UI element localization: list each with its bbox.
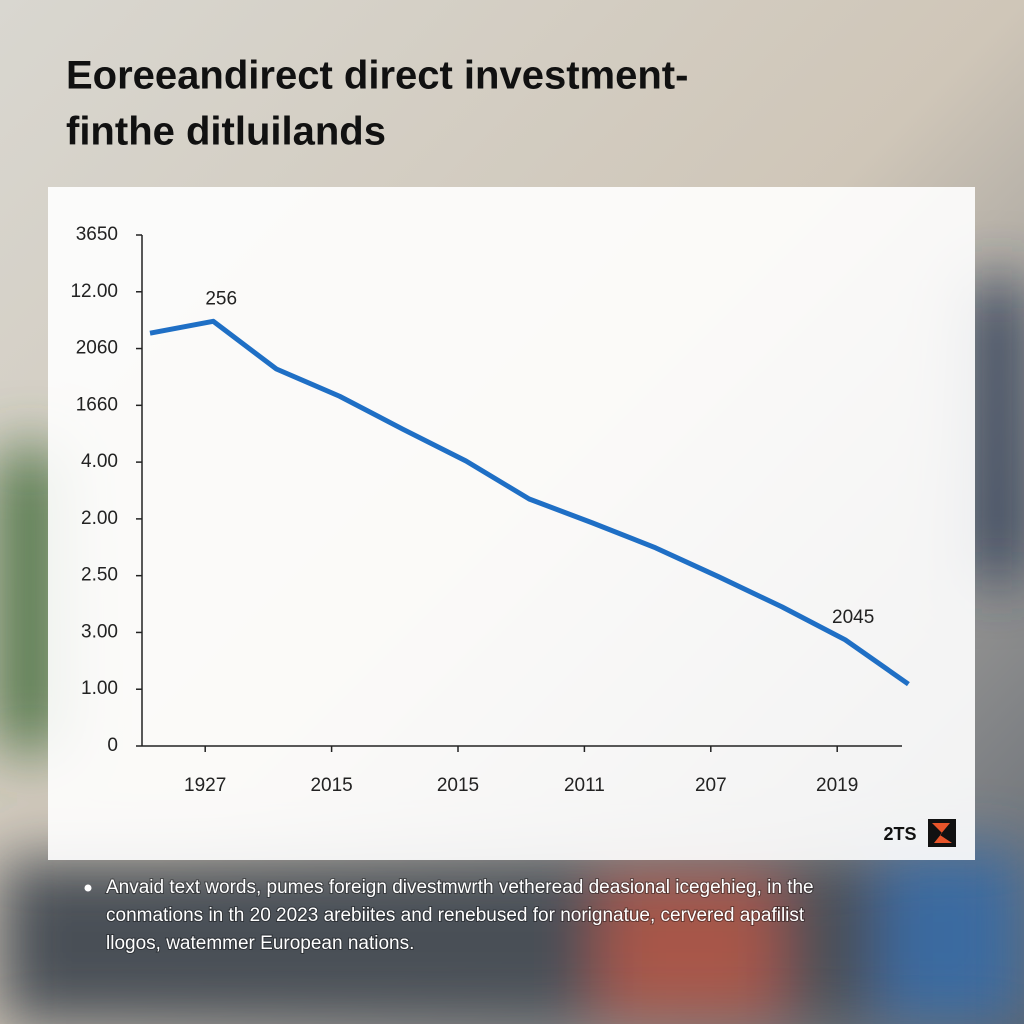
x-tick-label: 2019 bbox=[816, 775, 858, 796]
footnote: llogos, watemmer European nations. bbox=[106, 933, 414, 954]
footnote: Anvaid text words, pumes foreign divestm… bbox=[106, 877, 814, 898]
x-tick-label: 207 bbox=[695, 775, 727, 796]
y-tick-label: 1660 bbox=[76, 394, 118, 415]
bullet bbox=[84, 884, 92, 892]
annotation: 256 bbox=[205, 288, 237, 309]
y-tick-label: 2.00 bbox=[81, 508, 118, 529]
chart-title: Eoreeandirect direct investment- bbox=[66, 54, 688, 98]
y-tick-label: 2060 bbox=[76, 338, 118, 359]
y-tick-label: 4.00 bbox=[81, 451, 118, 472]
logo-text: 2TS bbox=[883, 824, 916, 844]
chart-card bbox=[48, 187, 975, 860]
x-tick-label: 2011 bbox=[564, 775, 605, 796]
chart: Eoreeandirect direct investment-finthe d… bbox=[66, 54, 956, 955]
chart-title: finthe ditluilands bbox=[66, 110, 386, 154]
x-tick-label: 1927 bbox=[184, 775, 226, 796]
annotation: 2045 bbox=[832, 607, 874, 628]
data-line bbox=[149, 318, 910, 687]
y-tick-label: 1.00 bbox=[81, 678, 118, 699]
y-tick-label: 12.00 bbox=[70, 281, 118, 302]
footnote: conmations in th 20 2023 arebiites and r… bbox=[106, 905, 805, 926]
y-tick-label: 0 bbox=[107, 735, 118, 756]
logo-mark bbox=[932, 823, 952, 843]
y-tick-label: 3650 bbox=[76, 224, 118, 245]
x-tick-label: 2015 bbox=[437, 775, 479, 796]
y-tick-label: 3.00 bbox=[81, 621, 118, 642]
x-tick-label: 2015 bbox=[310, 775, 352, 796]
y-tick-label: 2.50 bbox=[81, 565, 118, 586]
